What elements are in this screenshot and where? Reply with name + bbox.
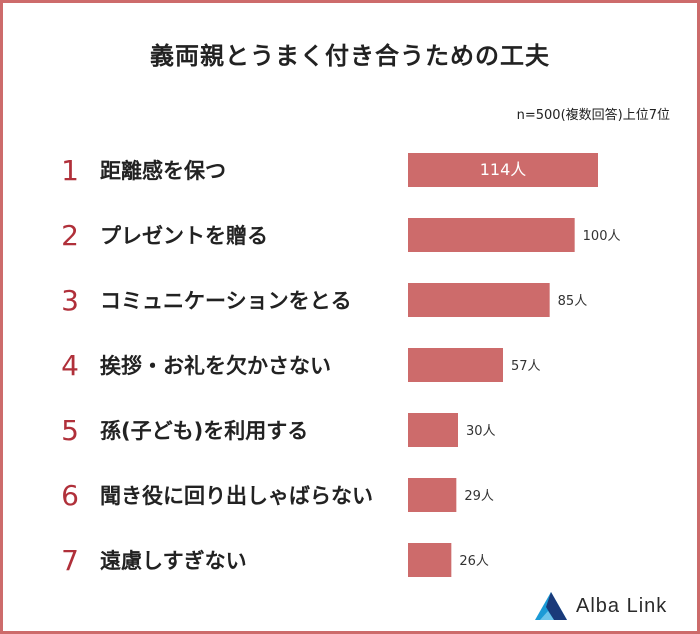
value-label-3: 85人 bbox=[558, 294, 588, 309]
category-label-1: 距離感を保つ bbox=[100, 159, 226, 183]
value-label-5: 30人 bbox=[466, 424, 496, 439]
bar-3 bbox=[408, 283, 550, 317]
sample-note: n=500(複数回答)上位7位 bbox=[516, 108, 670, 123]
bar-4 bbox=[408, 348, 503, 382]
category-label-7: 遠慮しすぎない bbox=[100, 549, 247, 573]
value-label-7: 26人 bbox=[459, 554, 489, 569]
bar-5 bbox=[408, 413, 458, 447]
category-label-3: コミュニケーションをとる bbox=[100, 289, 352, 313]
category-label-2: プレゼントを贈る bbox=[100, 224, 268, 248]
bar-6 bbox=[408, 478, 457, 512]
category-label-4: 挨拶・お礼を欠かさない bbox=[100, 354, 331, 378]
value-label-4: 57人 bbox=[511, 359, 541, 374]
value-label-2: 100人 bbox=[583, 229, 621, 244]
rank-label-1: 1 bbox=[61, 154, 79, 187]
value-label-6: 29人 bbox=[464, 489, 494, 504]
category-label-5: 孫(子ども)を利用する bbox=[100, 419, 308, 443]
category-label-6: 聞き役に回り出しゃばらない bbox=[100, 484, 373, 508]
alba-link-logo-text: Alba Link bbox=[576, 594, 668, 617]
rank-label-6: 6 bbox=[61, 479, 79, 512]
rank-label-7: 7 bbox=[61, 544, 79, 577]
value-label-1: 114人 bbox=[480, 160, 527, 179]
bar-7 bbox=[408, 543, 452, 577]
rank-label-3: 3 bbox=[61, 284, 79, 317]
rank-label-2: 2 bbox=[61, 219, 79, 252]
rank-label-5: 5 bbox=[61, 414, 79, 447]
chart-title: 義両親とうまく付き合うための工夫 bbox=[150, 42, 550, 70]
rank-label-4: 4 bbox=[61, 349, 79, 382]
bar-1 bbox=[408, 153, 598, 187]
bar-2 bbox=[408, 218, 575, 252]
alba-link-logo-icon bbox=[535, 592, 567, 620]
alba-link-logo: Alba Link bbox=[534, 591, 667, 621]
